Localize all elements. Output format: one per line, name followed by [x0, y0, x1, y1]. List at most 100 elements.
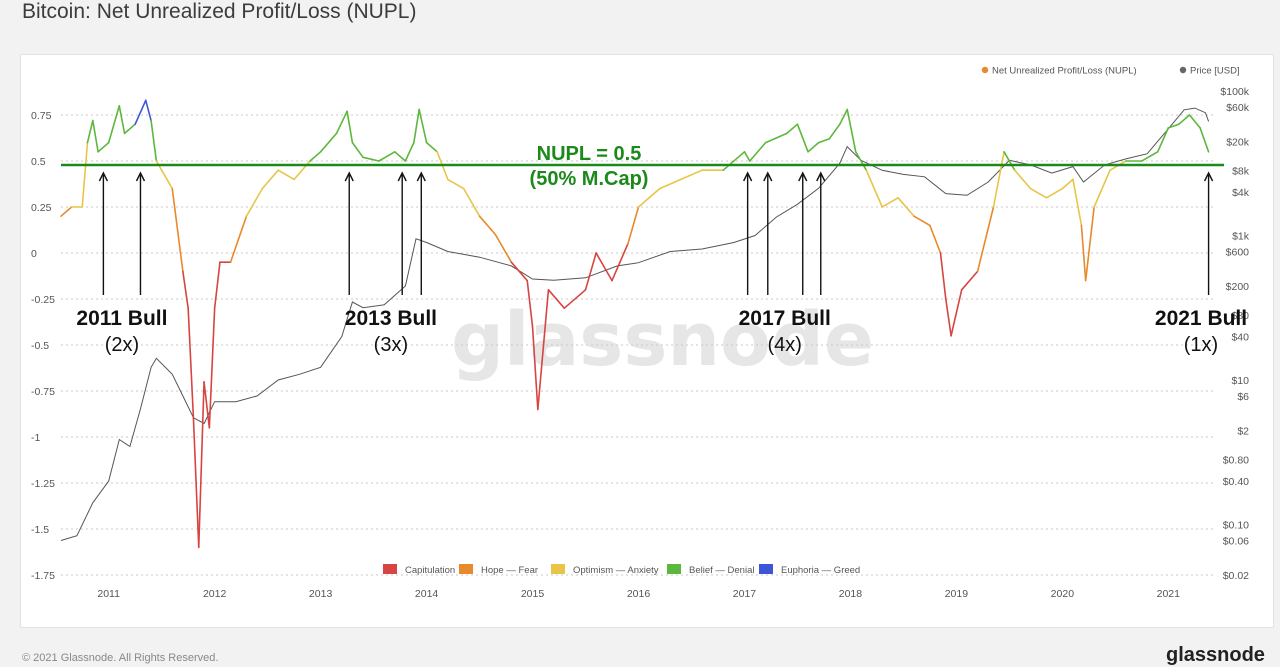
annotation-arrow-head — [98, 171, 109, 182]
annotation-label: 2021 Bull — [1155, 307, 1247, 330]
legend-layer: Net Unrealized Profit/Loss (NUPL) Price [… — [383, 66, 1240, 576]
y-right-tick-label: $80 — [1231, 310, 1249, 322]
nupl-segment — [510, 261, 529, 282]
nupl-segment — [309, 151, 322, 162]
y-left-tick-label: -1.25 — [31, 478, 55, 490]
y-left-tick-label: 0.75 — [31, 110, 52, 122]
nupl-segment — [413, 108, 420, 144]
x-tick-label: 2017 — [733, 588, 757, 600]
nupl-segment — [1093, 169, 1111, 208]
nupl-segment — [547, 289, 566, 309]
nupl-segment — [595, 252, 613, 282]
nupl-segment — [192, 417, 200, 549]
y-left-tick-label: -1.75 — [31, 570, 55, 582]
nupl-segment — [118, 104, 126, 135]
annotation-multiple: (3x) — [374, 334, 408, 356]
annotation-arrow-head — [1203, 171, 1214, 182]
zone-legend-swatch — [383, 564, 397, 574]
price-line — [60, 107, 1210, 541]
y-right-tick-label: $40 — [1231, 332, 1249, 344]
nupl-segment — [335, 110, 348, 135]
nupl-segment — [976, 206, 995, 273]
nupl-segment — [897, 197, 915, 217]
nupl-segment — [960, 270, 979, 291]
nupl-segment — [764, 132, 788, 144]
nupl-segment — [680, 169, 703, 181]
nupl-segment — [563, 289, 587, 309]
nupl-segment — [992, 151, 1005, 208]
page-title: Bitcoin: Net Unrealized Profit/Loss (NUP… — [22, 0, 417, 23]
nupl-chart: glassnode 0.75 0.5 0.25 0 -0.25 -0.5 -0.75 -1 -1… — [31, 66, 1250, 601]
x-tick-label: 2021 — [1157, 588, 1181, 600]
zone-legend-label: Belief — Denial — [689, 565, 754, 576]
nupl-segment — [1199, 127, 1210, 153]
axis-layer: 0.75 0.5 0.25 0 -0.25 -0.5 -0.75 -1 -1.25 -1.5 -1.… — [31, 86, 1250, 600]
zone-legend-label: Euphoria — Greed — [781, 565, 860, 576]
nupl-segment — [637, 187, 661, 208]
zone-legend-swatch — [459, 564, 473, 574]
nupl-segment — [404, 141, 415, 162]
top-legend-marker — [981, 66, 989, 74]
nupl-segment — [1141, 151, 1159, 162]
nupl-segment — [1156, 127, 1170, 153]
y-left-tick-label: -1.5 — [31, 524, 49, 536]
nupl-segment — [1167, 123, 1180, 129]
price-series — [60, 107, 1210, 541]
nupl-segment — [611, 243, 629, 282]
nupl-segment — [722, 151, 746, 171]
nupl-segment — [91, 119, 99, 153]
x-tick-label: 2015 — [521, 588, 545, 600]
nupl-segment — [123, 123, 136, 135]
y-right-tick-label: $0.80 — [1223, 454, 1249, 466]
nupl-segment — [494, 233, 513, 263]
nupl-segment — [81, 141, 89, 208]
annotation-arrow-head — [798, 171, 808, 182]
zone-legend-label: Capitulation — [405, 565, 455, 576]
nupl-segment — [1178, 114, 1191, 125]
reference-line-sublabel: (50% M.Cap) — [530, 168, 649, 190]
top-legend-marker — [1179, 66, 1187, 74]
annotation-multiple: (1x) — [1184, 334, 1218, 356]
y-right-tick-label: $0.40 — [1223, 476, 1249, 488]
nupl-segment — [748, 141, 767, 162]
annotation-arrow-head — [344, 171, 354, 182]
nupl-segment — [526, 279, 534, 328]
nupl-segment — [187, 307, 195, 420]
y-right-tick-label: $600 — [1226, 247, 1250, 259]
nupl-segment — [446, 178, 465, 190]
top-legend-label: Price [USD] — [1190, 66, 1240, 77]
footer-brand[interactable]: glassnode — [1166, 644, 1265, 666]
annotation-multiple: (2x) — [105, 334, 139, 356]
nupl-segment — [944, 298, 952, 337]
nupl-segment — [1188, 114, 1201, 129]
nupl-segment — [1029, 187, 1048, 199]
annotation-arrow-head — [743, 171, 753, 182]
reference-line-group: NUPL = 0.5 (50% M.Cap) — [61, 143, 1224, 190]
annotation-multiple: (4x) — [768, 334, 802, 356]
zone-legend-swatch — [667, 564, 681, 574]
nupl-segment — [362, 156, 380, 162]
y-right-tick-label: $6 — [1237, 391, 1249, 403]
nupl-segment — [865, 169, 884, 208]
y-left-tick-label: -0.5 — [31, 340, 49, 352]
x-tick-label: 2016 — [627, 588, 651, 600]
y-right-tick-label: $4k — [1232, 187, 1250, 199]
annotation-label: 2011 Bull — [76, 307, 167, 330]
nupl-segment — [929, 224, 942, 254]
nupl-segment — [1061, 178, 1074, 190]
x-tick-label: 2011 — [97, 588, 120, 600]
nupl-segment — [213, 261, 221, 309]
nupl-segment — [846, 108, 857, 153]
nupl-segment — [743, 151, 751, 162]
nupl-segment — [245, 187, 264, 217]
nupl-segment — [531, 325, 539, 411]
annotation-arrow-head — [416, 171, 426, 182]
nupl-segment — [939, 252, 947, 300]
y-right-tick-label: $20k — [1226, 137, 1250, 149]
nupl-segment — [378, 151, 396, 162]
y-left-tick-label: 0 — [31, 248, 37, 260]
annotation-layer: 2011 Bull (2x) 2013 Bull (3x) 2017 Bull (4x) 2… — [76, 171, 1247, 356]
nupl-series — [60, 99, 1210, 549]
y-right-tick-label: $0.06 — [1223, 536, 1249, 548]
nupl-segment — [261, 169, 280, 190]
